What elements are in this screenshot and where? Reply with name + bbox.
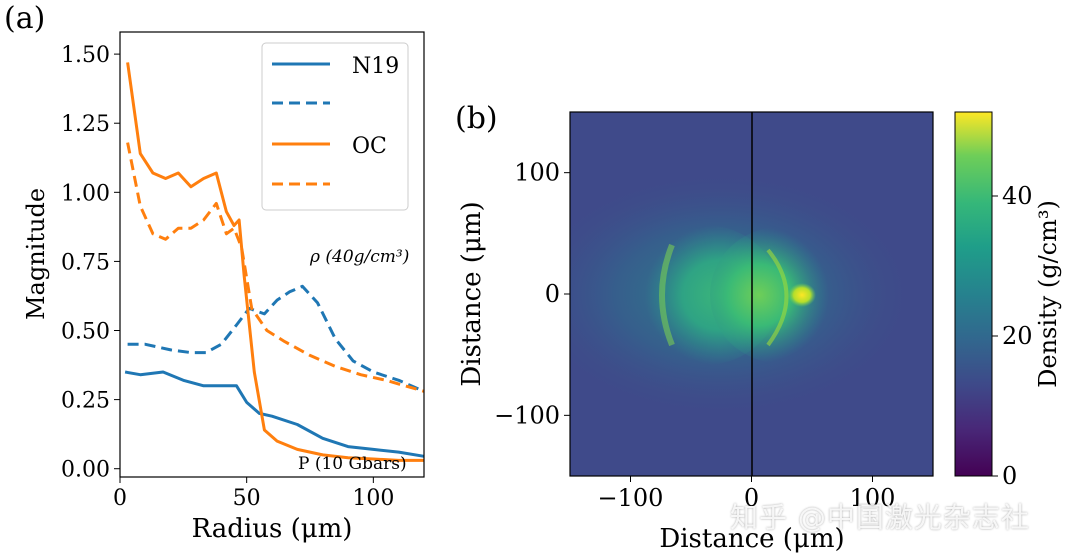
density-heatmap: [570, 112, 933, 476]
x-tick-label: 0: [744, 484, 759, 512]
series-line-oc-dashed: [126, 142, 425, 393]
series-line-OC-solid: [126, 62, 424, 462]
panel-a-ylabel: Magnitude: [22, 188, 50, 320]
panel-b-ylabel: Distance (μm): [457, 201, 487, 386]
y-tick-label: 0: [545, 280, 560, 308]
x-tick-label: 50: [233, 486, 261, 511]
pressure-annotation: P (10 Gbars): [298, 454, 407, 474]
x-tick-label: −100: [598, 484, 664, 512]
colorbar-label: Density (g/cm³): [1034, 200, 1062, 388]
y-tick-label: 1.00: [61, 181, 110, 206]
panel-a-axes: [119, 31, 425, 478]
y-tick-label: 100: [514, 159, 560, 187]
legend: N19 OC: [261, 42, 409, 211]
colorbar-tick-label: 20: [1002, 322, 1033, 350]
y-tick-label: 1.25: [61, 112, 110, 137]
panel-b-ticks: −100 0 100 100 0 −100: [494, 159, 895, 512]
density-annotation: ρ (40g/cm³): [309, 247, 409, 267]
x-tick-label: 100: [352, 486, 394, 511]
colorbar: [954, 111, 993, 477]
colorbar-tick-label: 40: [1002, 182, 1033, 210]
y-tick-label: 0.75: [61, 250, 110, 275]
legend-label-oc: OC: [352, 134, 387, 159]
panel-a-xlabel: Radius (μm): [192, 514, 353, 544]
watermark: 知乎 @中国激光杂志社: [730, 501, 1030, 534]
colorbar-tick-label: 0: [1002, 462, 1017, 490]
y-tick-label: 0.50: [61, 320, 110, 345]
y-tick-label: 0.25: [61, 389, 110, 414]
x-tick-label: 0: [113, 486, 127, 511]
series-line-N19-solid: [124, 370, 425, 458]
y-tick-label: −100: [494, 401, 560, 429]
legend-label-n19: N19: [352, 54, 399, 79]
panel-a-series: [124, 62, 425, 462]
x-tick-label: 100: [850, 484, 896, 512]
panel-b-xlabel: Distance (μm): [659, 524, 844, 554]
y-tick-label: 0.00: [61, 458, 110, 483]
colorbar-ticks: 0 20 40: [992, 182, 1033, 490]
y-tick-label: 1.50: [61, 43, 110, 68]
panel-a-label: (a): [4, 1, 45, 36]
panel-a-ticks: 0 50 100 0.00 0.25 0.50 0.75 1.00 1.25 1.50: [61, 43, 394, 511]
panel-b-label: (b): [455, 101, 498, 136]
series-line-n19-dashed: [127, 284, 425, 393]
